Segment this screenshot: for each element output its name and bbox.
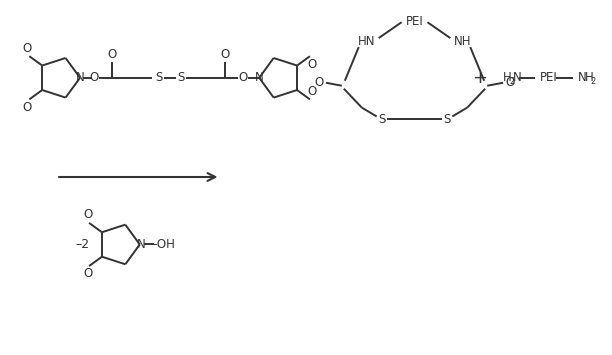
- Text: PEI: PEI: [540, 71, 558, 84]
- Text: O: O: [239, 71, 248, 84]
- Text: H: H: [584, 71, 594, 84]
- Text: HN: HN: [358, 34, 376, 48]
- Text: S: S: [155, 71, 162, 84]
- Text: 2: 2: [591, 77, 596, 86]
- Text: O: O: [23, 42, 32, 55]
- Text: –OH: –OH: [152, 238, 176, 251]
- Text: O: O: [107, 49, 116, 61]
- Text: O: O: [315, 76, 324, 89]
- Text: N: N: [513, 71, 522, 84]
- Text: N: N: [255, 71, 264, 84]
- Text: S: S: [378, 113, 386, 126]
- Text: O: O: [89, 71, 99, 84]
- Text: O: O: [83, 208, 92, 222]
- Text: O: O: [307, 58, 316, 71]
- Text: N: N: [76, 71, 84, 84]
- Text: H: H: [503, 71, 512, 84]
- Text: O: O: [23, 101, 32, 114]
- Text: N: N: [578, 71, 586, 84]
- Text: O: O: [221, 49, 230, 61]
- Text: O: O: [506, 76, 515, 89]
- Text: +: +: [472, 69, 487, 87]
- Text: S: S: [444, 113, 451, 126]
- Text: NH: NH: [453, 34, 471, 48]
- Text: O: O: [83, 267, 92, 280]
- Text: 2: 2: [509, 77, 514, 86]
- Text: PEI: PEI: [406, 15, 424, 28]
- Text: S: S: [177, 71, 184, 84]
- Text: –2: –2: [75, 238, 89, 251]
- Text: O: O: [307, 85, 316, 98]
- Text: N: N: [136, 238, 145, 251]
